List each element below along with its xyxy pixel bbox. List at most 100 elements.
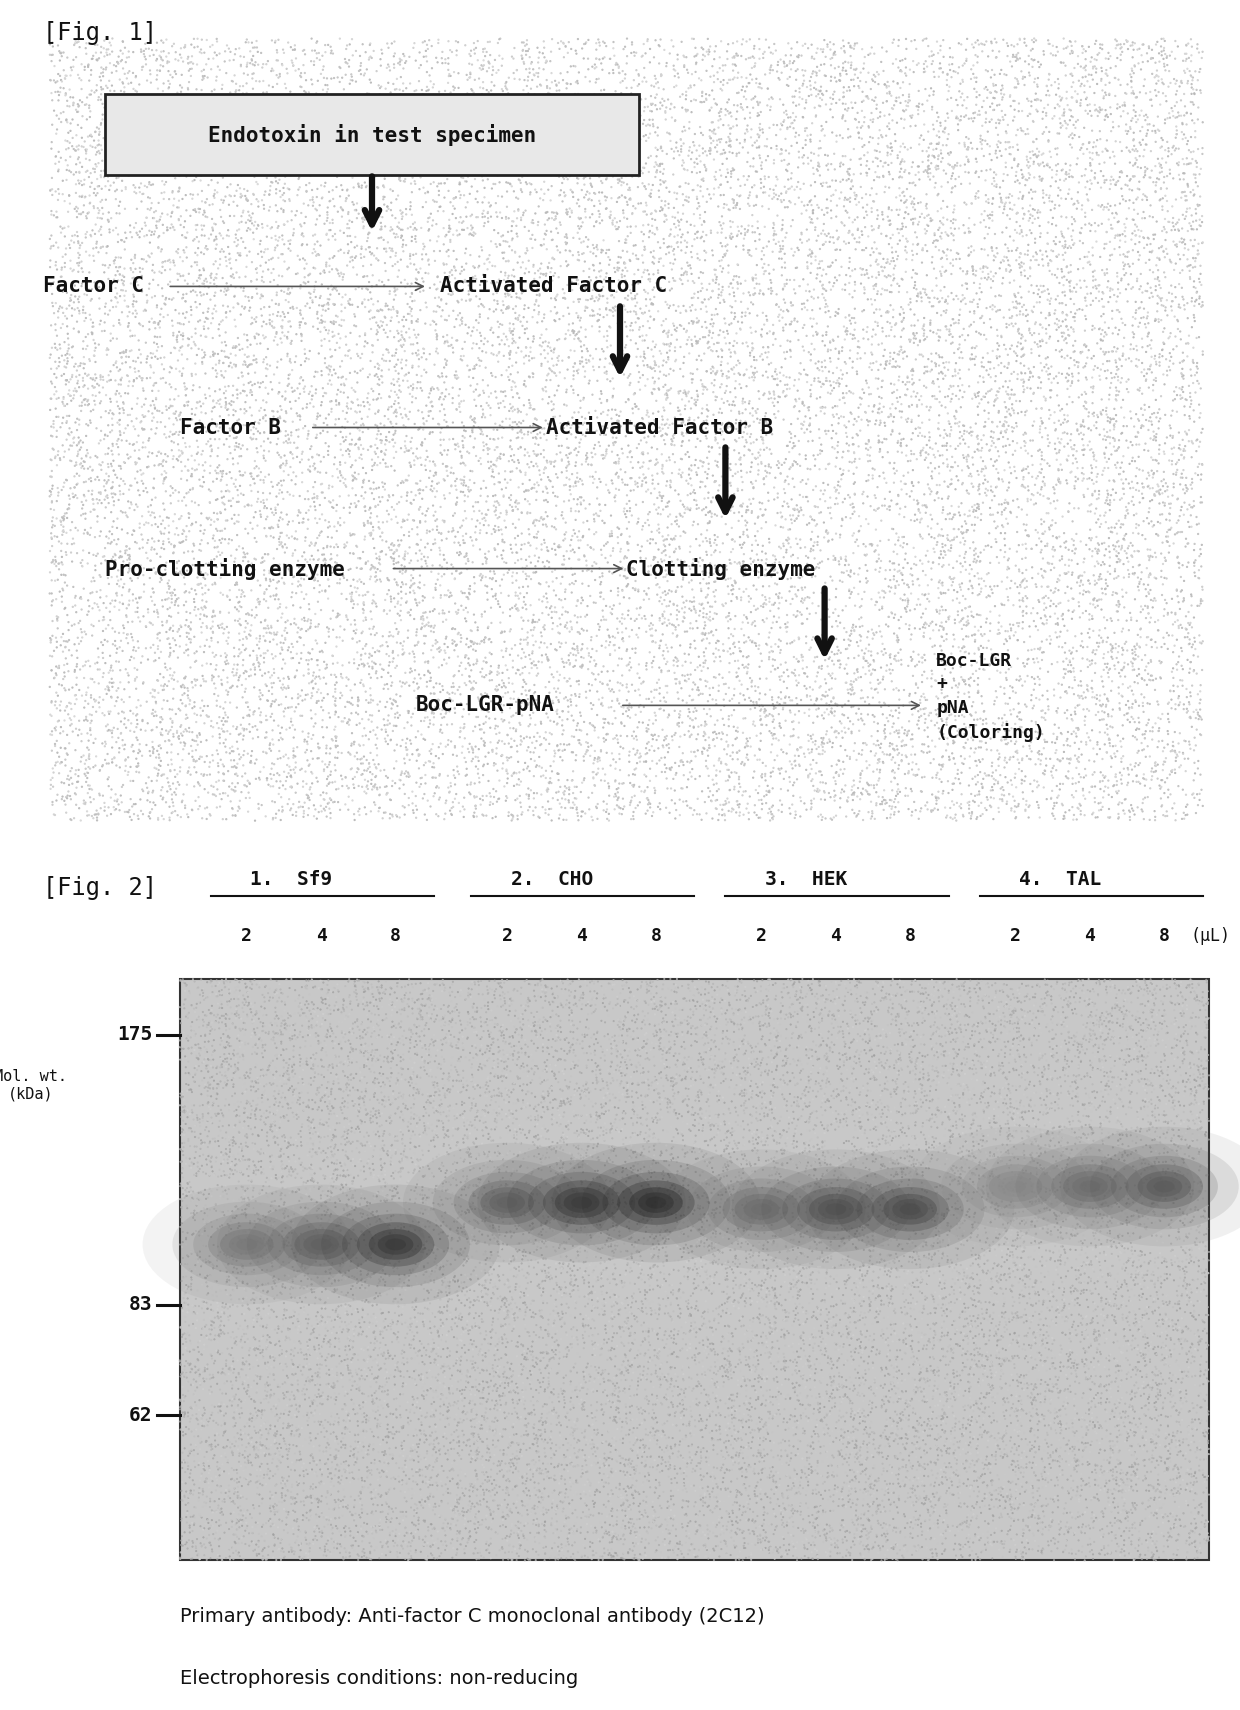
Point bbox=[355, 1347, 374, 1375]
Point bbox=[937, 1385, 957, 1412]
Point bbox=[756, 1281, 776, 1308]
Point bbox=[552, 1377, 572, 1404]
Point bbox=[848, 1397, 868, 1424]
Point bbox=[544, 983, 564, 1011]
Point bbox=[446, 1503, 466, 1530]
Point bbox=[646, 1465, 666, 1493]
Point bbox=[317, 419, 337, 446]
Point bbox=[366, 140, 386, 168]
Point bbox=[822, 1368, 842, 1395]
Point bbox=[810, 77, 830, 104]
Point bbox=[955, 417, 975, 445]
Point bbox=[739, 1276, 759, 1303]
Point bbox=[926, 975, 946, 1002]
Point bbox=[1142, 1127, 1162, 1154]
Point bbox=[1055, 1040, 1075, 1067]
Point bbox=[1128, 1202, 1148, 1229]
Point bbox=[908, 487, 928, 515]
Point bbox=[652, 758, 672, 785]
Point bbox=[229, 1103, 249, 1130]
Point bbox=[687, 241, 707, 268]
Point bbox=[367, 1455, 387, 1483]
Point bbox=[905, 508, 925, 535]
Point bbox=[746, 1098, 766, 1125]
Point bbox=[227, 152, 247, 180]
Point bbox=[947, 1363, 967, 1390]
Point bbox=[1138, 1108, 1158, 1135]
Point bbox=[810, 1033, 830, 1060]
Point bbox=[882, 1282, 901, 1310]
Point bbox=[698, 335, 718, 363]
Point bbox=[277, 1050, 296, 1077]
Point bbox=[608, 523, 627, 551]
Point bbox=[1064, 1144, 1084, 1171]
Point bbox=[449, 1433, 469, 1460]
Point bbox=[1184, 292, 1204, 320]
Point bbox=[350, 581, 370, 609]
Point bbox=[210, 402, 229, 429]
Text: 4: 4 bbox=[831, 927, 841, 944]
Point bbox=[650, 1084, 670, 1112]
Point bbox=[699, 1207, 719, 1235]
Point bbox=[875, 983, 895, 1011]
Point bbox=[534, 337, 554, 364]
Point bbox=[518, 988, 538, 1016]
Point bbox=[258, 1378, 278, 1406]
Point bbox=[1141, 1033, 1161, 1060]
Point bbox=[677, 97, 697, 125]
Point bbox=[505, 1122, 525, 1149]
Point bbox=[949, 499, 968, 527]
Point bbox=[429, 222, 449, 250]
Point bbox=[847, 1214, 867, 1241]
Point bbox=[846, 255, 866, 282]
Point bbox=[723, 65, 743, 92]
Point bbox=[1085, 535, 1105, 563]
Point bbox=[903, 149, 923, 176]
Point bbox=[582, 987, 601, 1014]
Point bbox=[746, 1489, 766, 1517]
Point bbox=[916, 595, 936, 622]
Point bbox=[954, 1125, 973, 1153]
Point bbox=[187, 732, 207, 759]
Point bbox=[174, 781, 193, 809]
Point bbox=[1097, 1200, 1117, 1228]
Point bbox=[557, 1322, 577, 1349]
Point bbox=[1009, 1395, 1029, 1423]
Point bbox=[661, 1023, 681, 1050]
Point bbox=[404, 1176, 424, 1204]
Point bbox=[985, 388, 1004, 416]
Point bbox=[67, 97, 87, 125]
Point bbox=[274, 1103, 294, 1130]
Point bbox=[512, 636, 532, 663]
Point bbox=[480, 1477, 500, 1505]
Point bbox=[1133, 1447, 1153, 1474]
Point bbox=[61, 284, 81, 311]
Point bbox=[1025, 1228, 1045, 1255]
Point bbox=[355, 1053, 374, 1081]
Point bbox=[262, 224, 281, 251]
Point bbox=[286, 610, 306, 638]
Point bbox=[362, 1462, 382, 1489]
Point bbox=[898, 593, 918, 621]
Point bbox=[822, 968, 842, 995]
Point bbox=[61, 381, 81, 409]
Point bbox=[223, 672, 243, 699]
Point bbox=[588, 1284, 608, 1312]
Point bbox=[330, 55, 350, 82]
Point bbox=[434, 1269, 454, 1296]
Point bbox=[226, 104, 246, 132]
Point bbox=[1149, 1495, 1169, 1522]
Point bbox=[511, 101, 531, 128]
Point bbox=[730, 523, 750, 551]
Point bbox=[961, 1284, 981, 1312]
Point bbox=[445, 1269, 465, 1296]
Point bbox=[486, 751, 506, 778]
Point bbox=[513, 1370, 533, 1397]
Point bbox=[510, 575, 529, 602]
Point bbox=[583, 1501, 603, 1529]
Point bbox=[1173, 1199, 1193, 1226]
Point bbox=[149, 679, 169, 706]
Point bbox=[1053, 1392, 1073, 1419]
Point bbox=[1159, 1445, 1179, 1472]
Point bbox=[844, 135, 864, 162]
